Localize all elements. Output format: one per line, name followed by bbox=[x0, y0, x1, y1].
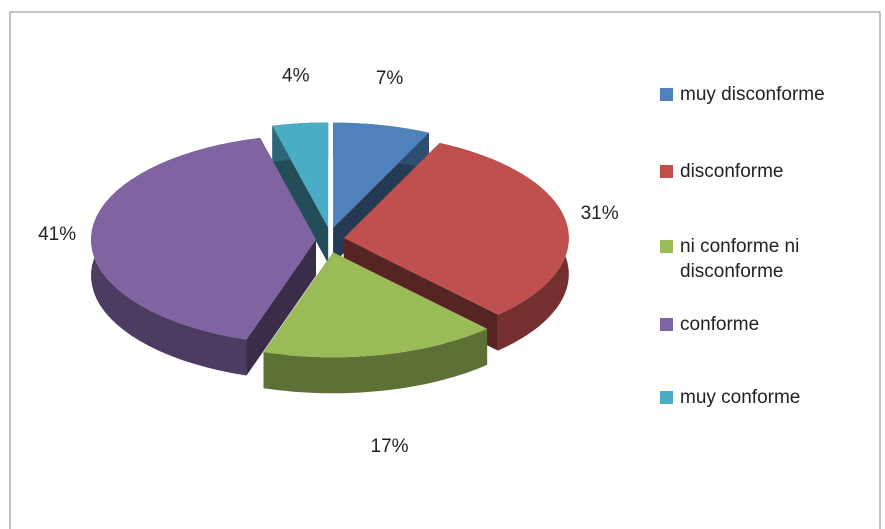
legend-swatch bbox=[660, 391, 673, 404]
legend: muy disconforme disconforme ni conforme ni… bbox=[660, 82, 850, 410]
legend-label: muy disconforme bbox=[680, 84, 825, 105]
slice bbox=[343, 143, 569, 315]
legend-swatch bbox=[660, 318, 673, 331]
legend-item: ni conforme ni disconforme bbox=[660, 234, 850, 284]
legend-swatch bbox=[660, 240, 673, 253]
legend-label: conforme bbox=[680, 314, 760, 335]
legend-swatch bbox=[660, 88, 673, 101]
slice bbox=[333, 122, 429, 228]
slice-side bbox=[246, 239, 316, 376]
legend-label: ni conforme ni disconforme bbox=[680, 236, 800, 282]
slice bbox=[272, 122, 329, 228]
legend-item: muy disconforme bbox=[660, 82, 850, 107]
legend-label: muy conforme bbox=[680, 387, 801, 408]
data-label: 41% bbox=[38, 224, 76, 245]
data-label: 17% bbox=[371, 436, 409, 457]
data-label: 31% bbox=[581, 203, 619, 224]
slice-wall bbox=[263, 328, 488, 394]
legend-item: muy conforme bbox=[660, 385, 850, 410]
slice bbox=[91, 137, 316, 340]
legend-label: disconforme bbox=[680, 161, 784, 182]
slice bbox=[263, 252, 488, 358]
data-label: 4% bbox=[282, 65, 310, 86]
legend-swatch bbox=[660, 165, 673, 178]
legend-item: disconforme bbox=[660, 159, 850, 184]
data-label: 7% bbox=[376, 68, 404, 89]
legend-item: conforme bbox=[660, 312, 850, 337]
